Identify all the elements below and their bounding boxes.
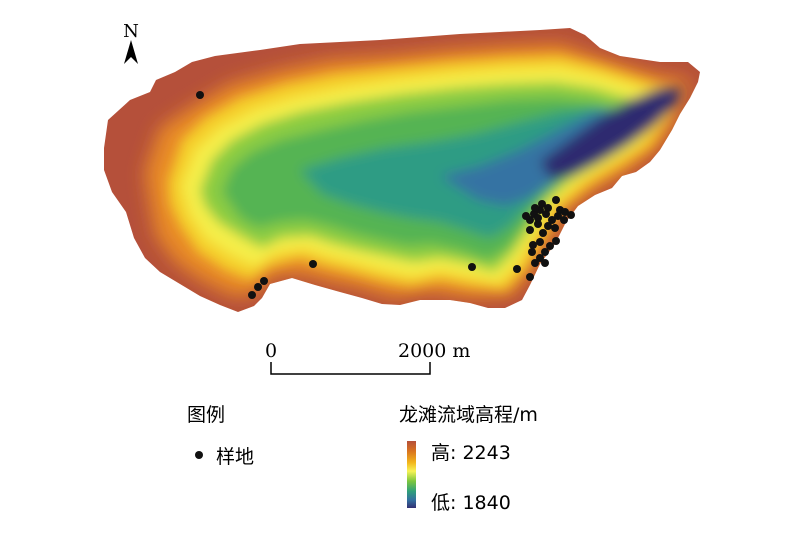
scale-bar: 0 2000 m	[265, 340, 470, 375]
scale-bar-line	[270, 362, 431, 375]
sample-plot-marker	[531, 259, 539, 267]
sample-plot-marker	[551, 224, 559, 232]
sample-plot-marker	[546, 242, 554, 250]
sample-plot-marker	[309, 260, 317, 268]
sample-plot-marker	[529, 241, 537, 249]
sample-plot-marker	[538, 200, 546, 208]
legend: 图例 样地	[187, 404, 254, 468]
sample-plot-marker	[552, 237, 560, 245]
sample-plot-marker	[560, 216, 568, 224]
sample-plot-marker	[196, 91, 204, 99]
sample-plot-marker	[539, 229, 547, 237]
sample-plot-marker	[260, 277, 268, 285]
sample-plot-marker	[536, 238, 544, 246]
sample-plot-marker	[468, 263, 476, 271]
sample-plot-marker	[548, 216, 556, 224]
scale-bar-start-label: 0	[265, 340, 277, 362]
elevation-color-ramp	[407, 441, 416, 508]
sample-plot-marker	[528, 248, 536, 256]
sample-plot-marker	[531, 204, 539, 212]
sample-plot-marker	[248, 291, 256, 299]
sample-plot-marker	[513, 265, 521, 273]
legend-point-symbol	[195, 451, 203, 459]
sample-plot-marker	[552, 196, 560, 204]
legend-title: 图例	[187, 404, 225, 426]
legend-item-label: 样地	[216, 446, 254, 468]
sample-plot-marker	[536, 254, 544, 262]
elevation-raster	[104, 28, 700, 312]
elevation-legend: 龙滩流域高程/m 高: 2243 低: 1840	[399, 404, 538, 514]
north-arrow-icon	[124, 40, 138, 64]
elevation-low-label: 低: 1840	[431, 492, 511, 514]
sample-plot-marker	[534, 220, 542, 228]
sample-plot-marker	[544, 222, 552, 230]
sample-plot-marker	[526, 226, 534, 234]
sample-plot-marker	[526, 273, 534, 281]
scale-bar-end-label: 2000 m	[398, 340, 470, 362]
elevation-legend-title: 龙滩流域高程/m	[399, 404, 538, 426]
elevation-high-label: 高: 2243	[431, 442, 511, 464]
sample-plot-marker	[567, 211, 575, 219]
sample-plot-marker	[534, 214, 542, 222]
sample-plot-marker	[541, 259, 549, 267]
north-arrow: N	[123, 21, 139, 64]
sample-plot-marker	[544, 204, 552, 212]
sample-plot-layer	[196, 91, 575, 299]
north-label: N	[123, 21, 139, 42]
sample-plot-marker	[541, 248, 549, 256]
sample-plot-marker	[522, 212, 530, 220]
sample-plot-marker	[254, 283, 262, 291]
sample-plot-marker	[561, 208, 569, 216]
